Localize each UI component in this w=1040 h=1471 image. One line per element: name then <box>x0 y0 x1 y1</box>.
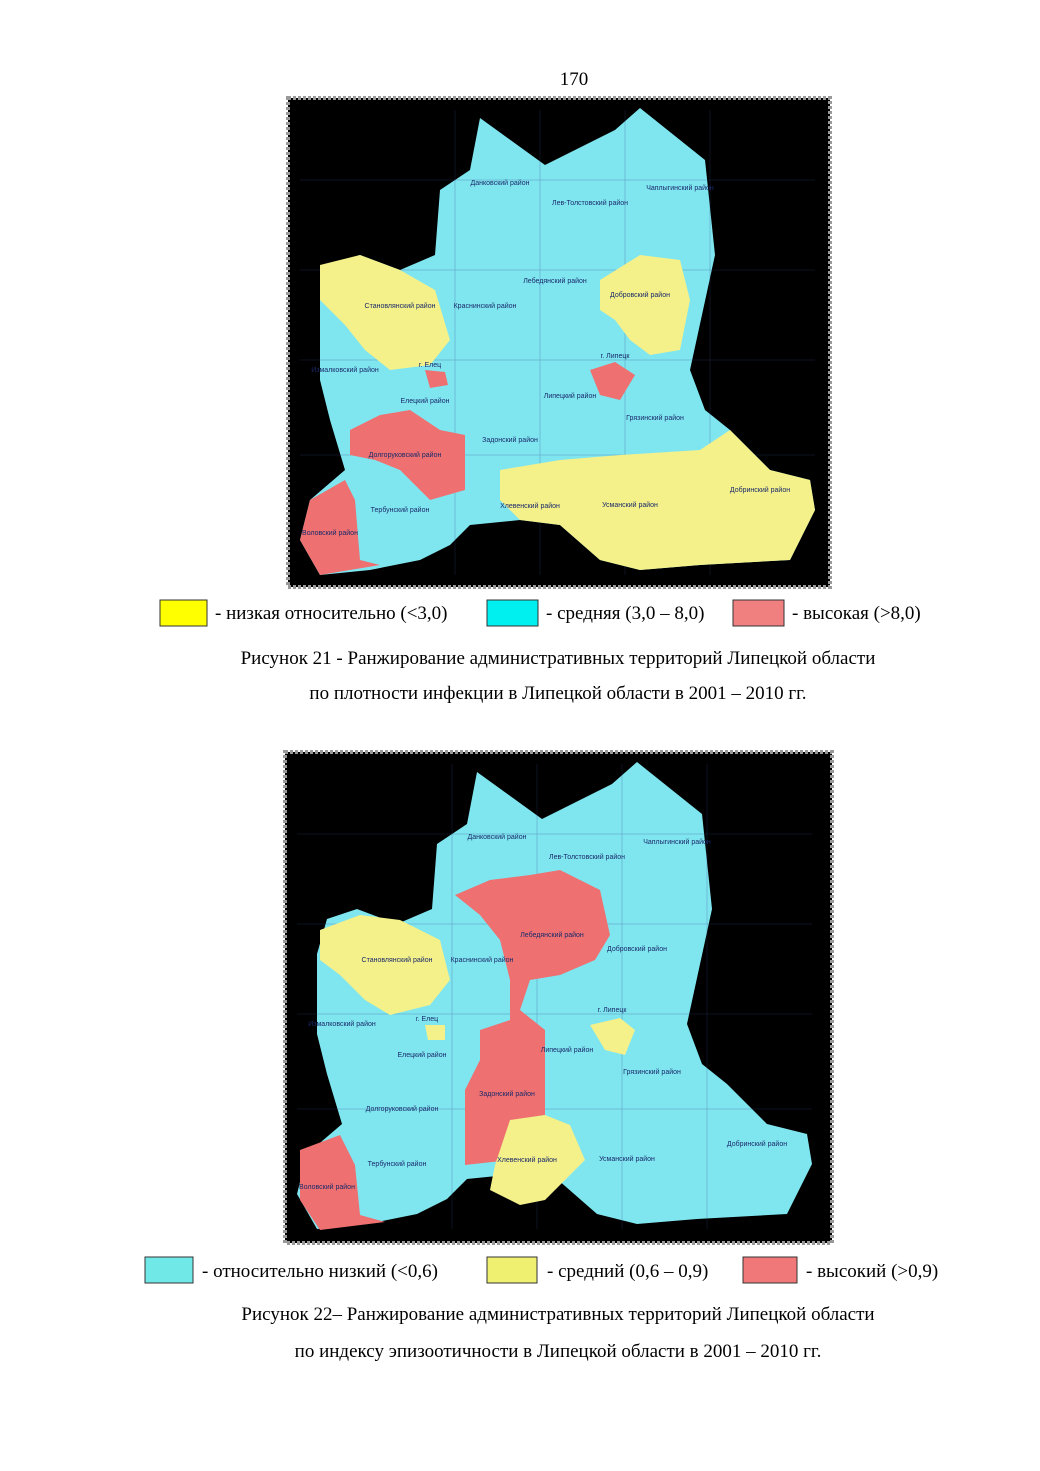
district-label: г. Елец <box>416 1016 438 1023</box>
district-label: Лебедянский район <box>520 931 584 939</box>
district-label: Усманский район <box>599 1155 655 1163</box>
district-label: Краснинский район <box>451 956 514 964</box>
district-label: Чаплыгинский район <box>643 838 711 846</box>
legend-label: - средняя (3,0 – 8,0) <box>546 603 704 624</box>
district-label: Добринский район <box>727 1140 787 1148</box>
district-label: Хлевенский район <box>500 502 560 510</box>
caption-line: по индексу эпизоотичности в Липецкой обл… <box>295 1341 822 1362</box>
legend-label: - высокий (>0,9) <box>806 1261 938 1282</box>
district-label: Добровский район <box>610 291 670 299</box>
district-label: Добровский район <box>607 945 667 953</box>
district-label: Воловский район <box>299 1183 355 1191</box>
page-number: 170 <box>560 69 589 90</box>
district-label: Долгоруковский район <box>369 451 442 459</box>
map-2 <box>283 750 834 1245</box>
district-label: г. Елец <box>419 362 441 369</box>
legend-label: - относительно низкий (<0,6) <box>202 1261 438 1282</box>
district-label: Елецкий район <box>398 1051 447 1059</box>
district-label: Воловский район <box>302 529 358 537</box>
district-label: Грязинский район <box>626 414 684 422</box>
legend-label: - низкая относительно (<3,0) <box>215 603 448 624</box>
district-label: Усманский район <box>602 501 658 509</box>
caption-line: по плотности инфекции в Липецкой области… <box>309 683 806 704</box>
district-label: Данковский район <box>471 179 530 187</box>
district-label: г. Липецк <box>601 353 631 360</box>
district-label: Добринский район <box>730 486 790 494</box>
legend-swatch <box>486 599 539 627</box>
district-label: Задонский район <box>479 1090 535 1098</box>
district-label: Измалковский район <box>311 366 379 374</box>
district-label: Лебедянский район <box>523 277 587 285</box>
district-label: Становлянский район <box>365 302 436 310</box>
legend-swatch <box>732 599 785 627</box>
district-label: Лев-Толстовский район <box>549 853 625 861</box>
district-label: Краснинский район <box>454 302 517 310</box>
district-label: Данковский район <box>468 833 527 841</box>
district-label: Грязинский район <box>623 1068 681 1076</box>
district-label: Липецкий район <box>541 1046 594 1054</box>
caption-line: Рисунок 22– Ранжирование административны… <box>241 1304 874 1325</box>
district-label: Тербунский район <box>368 1160 427 1168</box>
legend-swatch <box>486 1256 538 1284</box>
map-1 <box>286 96 832 589</box>
legend-swatch <box>144 1256 194 1284</box>
district-label: Чаплыгинский район <box>646 184 714 192</box>
district-label: Тербунский район <box>371 506 430 514</box>
legend-label: - высокая (>8,0) <box>792 603 921 624</box>
caption-line: Рисунок 21 - Ранжирование административн… <box>241 648 876 669</box>
district-label: Лев-Толстовский район <box>552 199 628 207</box>
legend-swatch <box>742 1256 798 1284</box>
legend-swatch <box>159 599 208 627</box>
district-label: Хлевенский район <box>497 1156 557 1164</box>
district-label: Становлянский район <box>362 956 433 964</box>
district-label: Долгоруковский район <box>366 1105 439 1113</box>
legend-label: - средний (0,6 – 0,9) <box>547 1261 708 1282</box>
district-label: Измалковский район <box>308 1020 376 1028</box>
district-label: г. Липецк <box>598 1007 628 1014</box>
district-label: Елецкий район <box>401 397 450 405</box>
district-label: Липецкий район <box>544 392 597 400</box>
district-label: Задонский район <box>482 436 538 444</box>
